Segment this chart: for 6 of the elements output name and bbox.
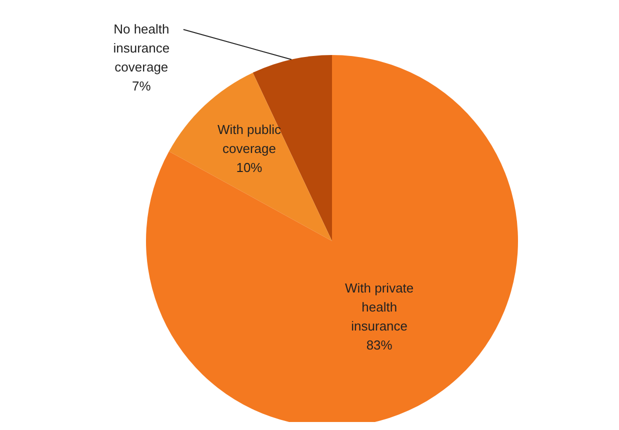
data-label: 83% [366, 338, 393, 353]
slice-label: With private health insurance [345, 280, 414, 334]
data-label: 10% [236, 160, 263, 175]
slice-label: No health insurance coverage [113, 21, 170, 74]
slice-label: With public coverage [217, 122, 282, 156]
data-label: 7% [132, 78, 152, 94]
